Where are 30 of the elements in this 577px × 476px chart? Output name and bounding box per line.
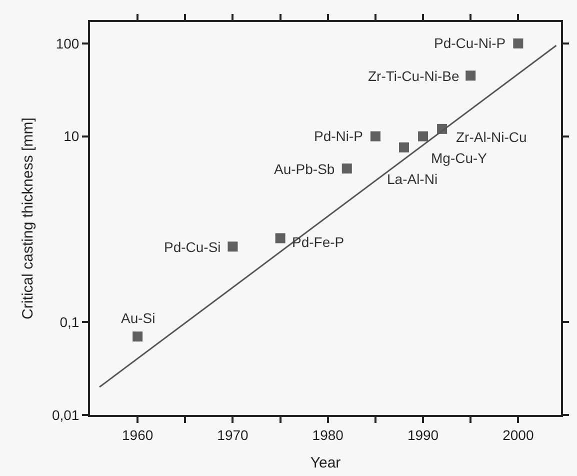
data-label: Mg-Cu-Y — [431, 150, 488, 166]
y-tick-label: 100 — [56, 35, 80, 52]
data-label: Pd-Cu-Si — [164, 239, 221, 255]
x-tick-label: 1970 — [217, 426, 249, 443]
data-label: Pd-Fe-P — [292, 234, 344, 250]
y-tick-label: 0,01 — [52, 406, 80, 423]
point — [275, 233, 286, 244]
point — [399, 142, 409, 152]
data-label: Au-Si — [121, 310, 156, 326]
data-label: La-Al-Ni — [387, 171, 438, 187]
x-tick-label: 1980 — [312, 426, 344, 443]
data-label: Pd-Ni-P — [314, 128, 364, 144]
x-tick-label: 1990 — [407, 426, 439, 443]
x-tick-label: 2000 — [502, 426, 534, 443]
data-label: Au-Pb-Sb — [274, 161, 335, 177]
point — [513, 38, 524, 48]
x-tick-label: 1960 — [122, 426, 154, 443]
x-axis-title: Year — [310, 454, 341, 472]
point — [228, 242, 238, 252]
y-tick-label: 0,1 — [60, 314, 80, 330]
point — [418, 131, 428, 142]
point — [342, 164, 352, 174]
data-label: Pd-Cu-Ni-P — [434, 35, 506, 51]
data-label: Zr-Ti-Cu-Ni-Be — [368, 68, 460, 84]
point — [132, 331, 143, 342]
data-label: Zr-Al-Ni-Cu — [456, 129, 527, 145]
y-axis-title: Critical casting thickness [mm] — [20, 118, 37, 320]
point — [370, 131, 380, 142]
point — [466, 70, 476, 81]
y-tick-label: 10 — [64, 128, 80, 144]
